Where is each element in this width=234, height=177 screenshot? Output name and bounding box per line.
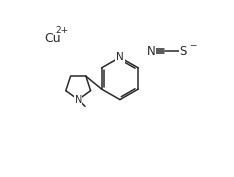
Text: −: − bbox=[189, 40, 196, 49]
Text: 2+: 2+ bbox=[55, 26, 69, 35]
Text: Cu: Cu bbox=[44, 32, 60, 45]
Text: N: N bbox=[146, 45, 155, 58]
Text: N: N bbox=[116, 52, 124, 62]
Text: S: S bbox=[180, 45, 187, 58]
Text: N: N bbox=[74, 95, 82, 105]
